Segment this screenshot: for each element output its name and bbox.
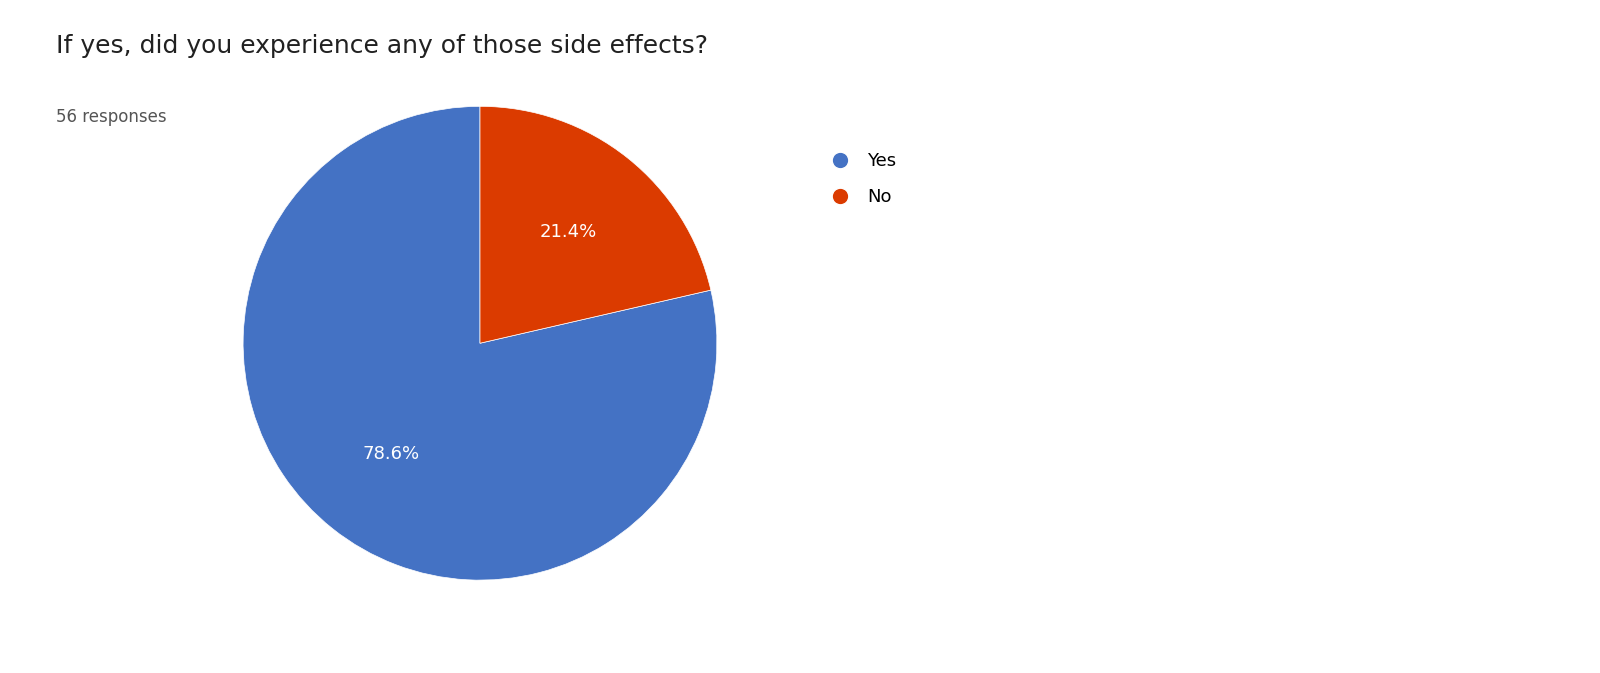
Text: If yes, did you experience any of those side effects?: If yes, did you experience any of those … [56, 34, 707, 58]
Text: 78.6%: 78.6% [363, 446, 421, 464]
Wedge shape [243, 106, 717, 580]
Wedge shape [480, 106, 710, 343]
Text: 21.4%: 21.4% [539, 223, 597, 241]
Legend: Yes, No: Yes, No [814, 145, 904, 213]
Text: 56 responses: 56 responses [56, 108, 166, 126]
